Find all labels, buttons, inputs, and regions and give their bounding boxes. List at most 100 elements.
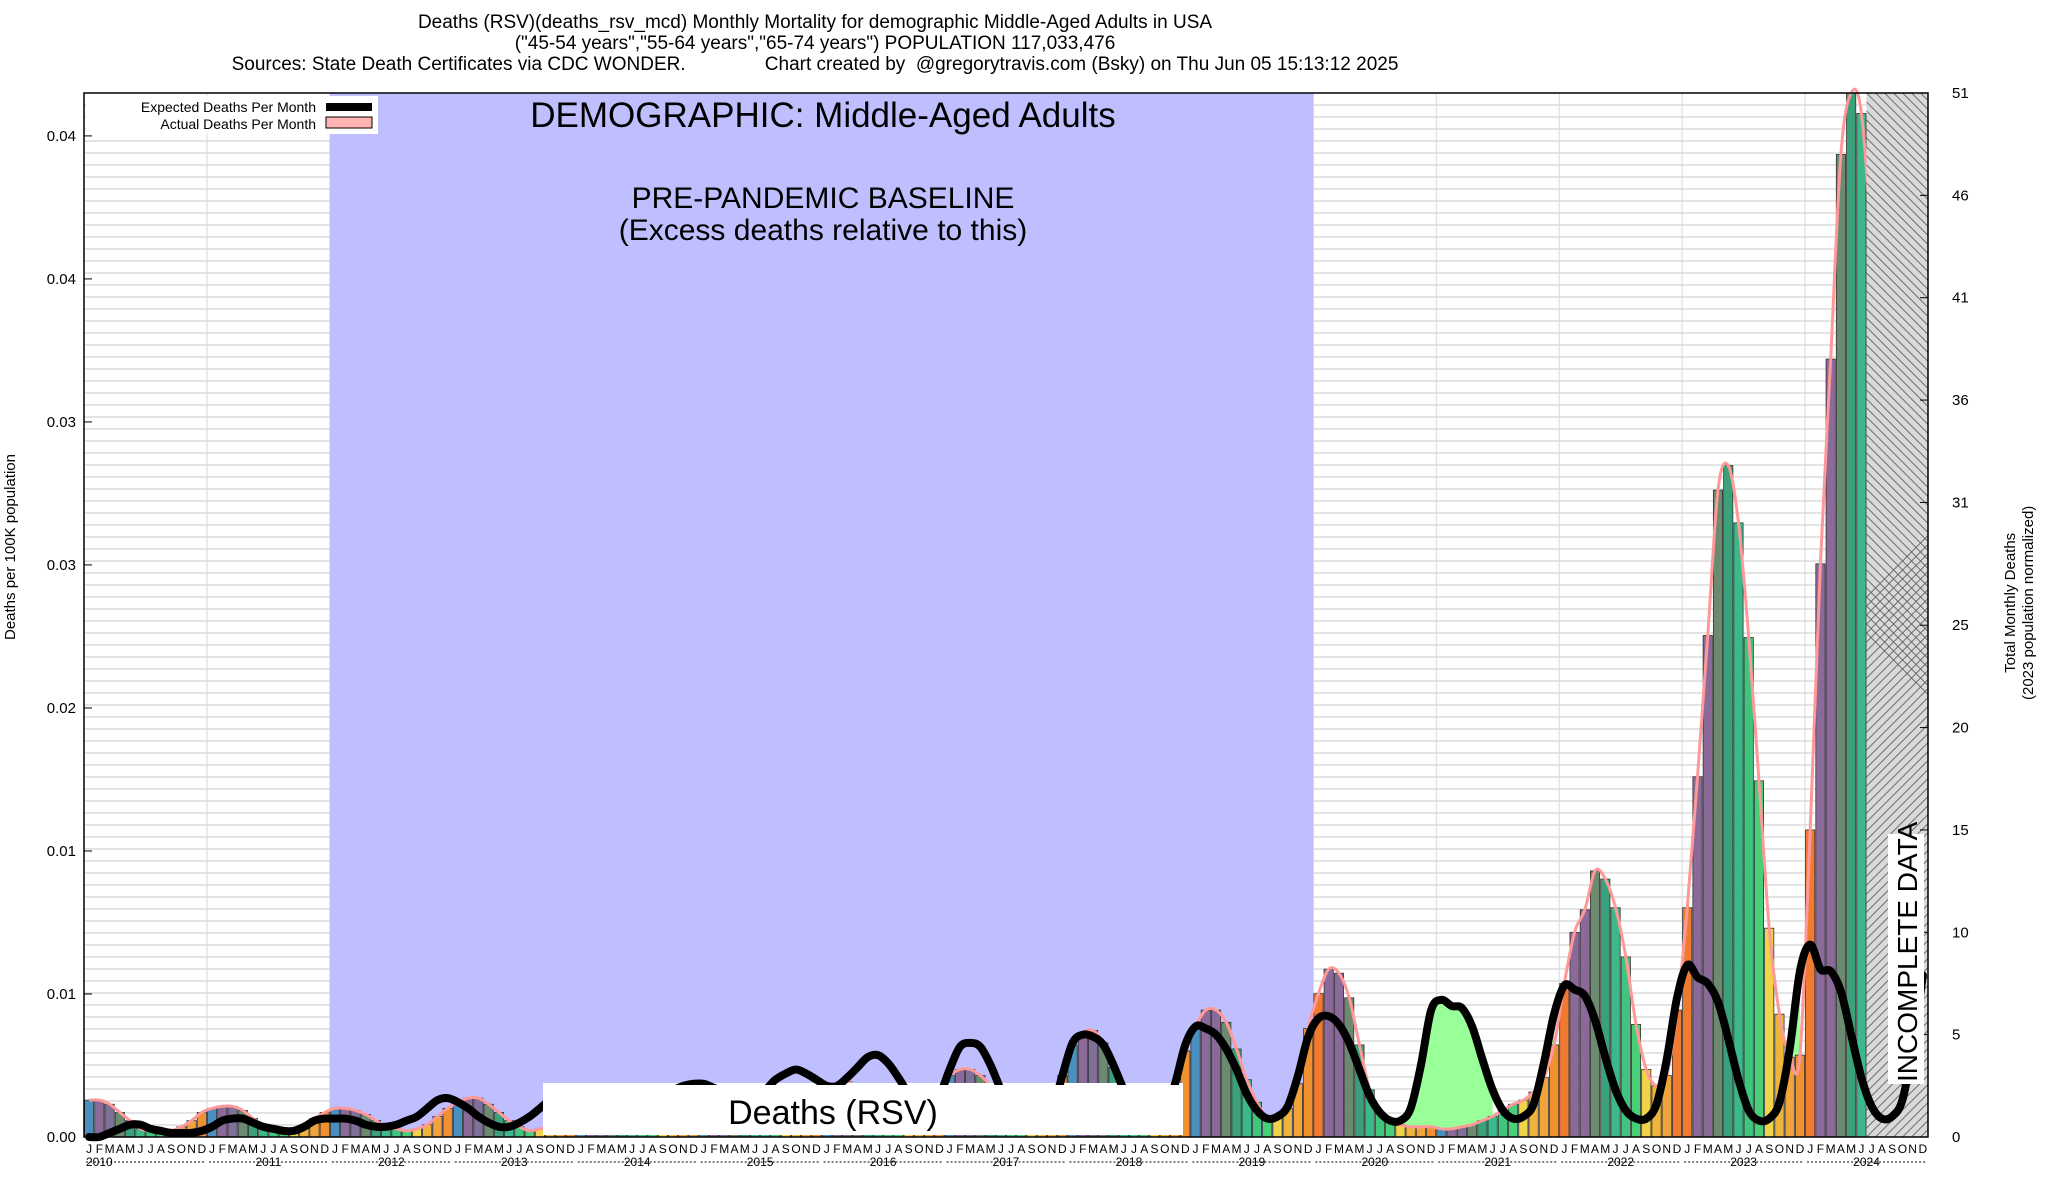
month-tick-label: N [1417, 1142, 1426, 1156]
month-tick-label: J [506, 1142, 512, 1156]
month-tick-label: O [1775, 1142, 1784, 1156]
month-tick-label: M [617, 1142, 627, 1156]
hatch-line [1866, 245, 1928, 309]
month-tick-label: N [433, 1142, 442, 1156]
month-tick-label: S [1519, 1142, 1527, 1156]
month-tick-label: S [1765, 1142, 1773, 1156]
right-axis-label-2: (2023 population normalized) [2020, 505, 2037, 700]
month-tick-label: A [526, 1142, 534, 1156]
left-tick-label: 0.03 [47, 557, 76, 574]
month-tick-label: O [1898, 1142, 1907, 1156]
month-tick-label: F [1571, 1142, 1578, 1156]
month-tick-label: J [762, 1142, 768, 1156]
year-tick-label: 2019 [1239, 1155, 1266, 1169]
month-tick-label: M [719, 1142, 729, 1156]
month-tick-label: A [1345, 1142, 1353, 1156]
month-tick-label: M [1354, 1142, 1364, 1156]
month-tick-label: M [1723, 1142, 1733, 1156]
month-tick-label: N [1171, 1142, 1180, 1156]
month-tick-label: A [362, 1142, 370, 1156]
hatch-line [1866, 209, 1928, 273]
actual-bar [1846, 92, 1857, 1138]
month-tick-label: S [659, 1142, 667, 1156]
month-tick-label: A [1468, 1142, 1476, 1156]
month-tick-label: M [1334, 1142, 1344, 1156]
actual-bar [1702, 635, 1713, 1138]
month-tick-label: F [1325, 1142, 1332, 1156]
month-tick-label: M [1457, 1142, 1467, 1156]
month-tick-label: A [280, 1142, 288, 1156]
left-tick-label: 0.01 [47, 843, 76, 860]
month-tick-label: F [710, 1142, 717, 1156]
actual-bar [1825, 358, 1836, 1138]
incomplete-label-box [1888, 834, 1924, 1084]
right-tick-label: 25 [1952, 617, 1969, 634]
year-tick-label: 2017 [993, 1155, 1020, 1169]
month-tick-label: J [1193, 1142, 1199, 1156]
year-tick-label: 2013 [501, 1155, 528, 1169]
month-tick-label: J [1367, 1142, 1373, 1156]
month-tick-label: J [1684, 1142, 1690, 1156]
month-tick-label: J [1500, 1142, 1506, 1156]
month-tick-label: J [629, 1142, 635, 1156]
month-tick-label: A [853, 1142, 861, 1156]
month-tick-label: O [177, 1142, 186, 1156]
month-tick-label: J [332, 1142, 338, 1156]
hatch-line [1866, 579, 1928, 643]
month-tick-label: M [1211, 1142, 1221, 1156]
year-tick-label: 2010 [86, 1155, 113, 1169]
month-tick-label: M [1088, 1142, 1098, 1156]
baseline-label-2: (Excess deaths relative to this) [619, 214, 1028, 247]
month-tick-label: A [1017, 1142, 1025, 1156]
month-tick-label: O [423, 1142, 432, 1156]
hatch-line [1866, 254, 1928, 318]
month-tick-label: A [1837, 1142, 1845, 1156]
left-tick-label: 0.00 [47, 1129, 76, 1146]
month-tick-label: M [350, 1142, 360, 1156]
month-tick-label: A [1263, 1142, 1271, 1156]
month-tick-label: J [885, 1142, 891, 1156]
month-tick-label: J [998, 1142, 1004, 1156]
month-tick-label: F [833, 1142, 840, 1156]
year-tick-label: 2011 [255, 1155, 281, 1169]
actual-bar [1743, 637, 1754, 1138]
month-tick-label: N [1048, 1142, 1057, 1156]
month-tick-label: A [1632, 1142, 1640, 1156]
month-tick-label: A [731, 1142, 739, 1156]
actual-bar [329, 1107, 341, 1138]
hatch-line [1866, 236, 1928, 300]
hatch-line [1866, 263, 1928, 327]
month-tick-label: A [1755, 1142, 1763, 1156]
right-tick-label: 51 [1952, 85, 1969, 102]
hatch-line [1866, 921, 1928, 985]
legend: Expected Deaths Per Month Actual Deaths … [86, 96, 378, 134]
month-tick-label: J [1121, 1142, 1127, 1156]
month-tick-label: F [464, 1142, 471, 1156]
month-tick-label: M [965, 1142, 975, 1156]
month-tick-label: D [566, 1142, 575, 1156]
month-tick-label: D [1427, 1142, 1436, 1156]
month-tick-label: J [1858, 1142, 1864, 1156]
month-tick-label: D [1550, 1142, 1559, 1156]
title-line-2: ("45-54 years","55-64 years","65-74 year… [514, 33, 1116, 54]
month-tick-label: A [1222, 1142, 1230, 1156]
month-tick-label: D [1919, 1142, 1928, 1156]
actual-bar [1794, 1054, 1805, 1138]
hatch-line [1866, 912, 1928, 976]
month-tick-label: O [1283, 1142, 1292, 1156]
excess-region [1400, 999, 1493, 1129]
month-tick-label: S [167, 1142, 175, 1156]
month-tick-label: S [536, 1142, 544, 1156]
hatch-line [1866, 588, 1928, 652]
title-line-3: Sources: State Death Certificates via CD… [231, 54, 1399, 75]
year-tick-label: 2024 [1853, 1155, 1880, 1169]
month-tick-label: A [239, 1142, 247, 1156]
month-tick-label: N [310, 1142, 319, 1156]
month-tick-label: S [413, 1142, 421, 1156]
actual-bar [1344, 997, 1355, 1138]
month-tick-label: J [1070, 1142, 1076, 1156]
chart-title: Deaths (RSV)(deaths_rsv_mcd) Monthly Mor… [0, 12, 1630, 75]
month-tick-label: J [1561, 1142, 1567, 1156]
month-tick-label: J [701, 1142, 707, 1156]
month-tick-label: F [96, 1142, 103, 1156]
